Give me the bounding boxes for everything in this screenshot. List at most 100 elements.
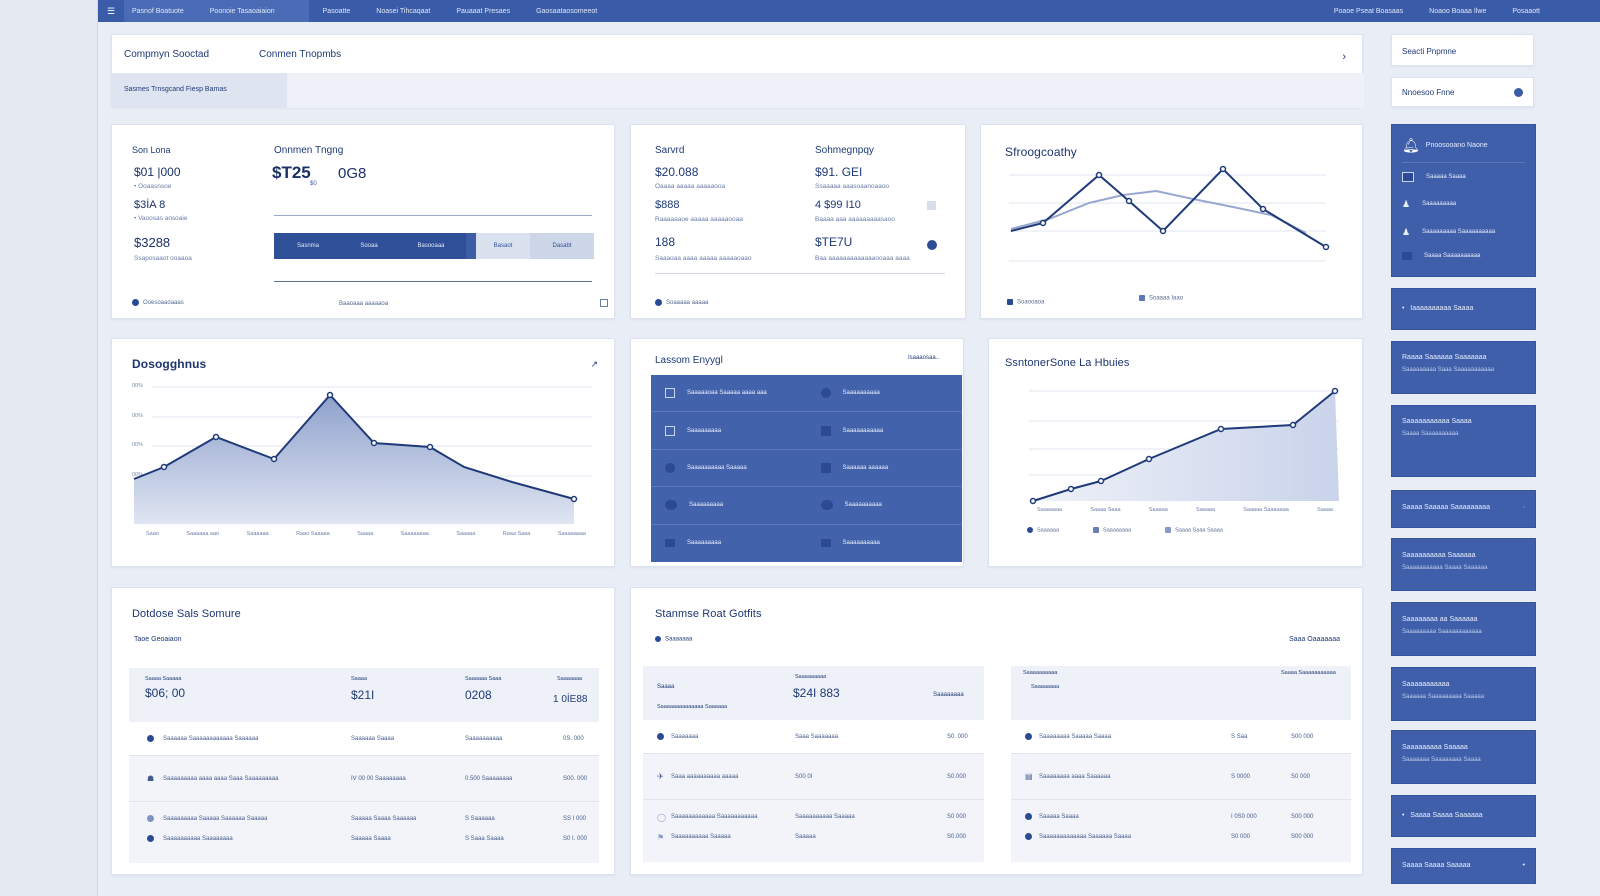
chart-title: Sfroogcoathy [1005,145,1077,159]
table-row[interactable]: Saaaaaaaa Saaaaa Saaaa S Saa S00 000 [1011,720,1351,754]
right-card[interactable]: Saaaaaaaaaa Saaaaaa Saaaaaaaaaaa Saaaa Sa… [1391,538,1536,591]
y-axis-tick: 00% [132,413,144,419]
kpi-big-value: 0G8 [338,165,367,182]
kpi-label: Sohmegnpqy [815,145,874,156]
status-dot [1025,833,1032,841]
tile-label: Saaaaaoaa Saaaaa aaaa aaa [687,390,767,397]
footer-text: Soaaaaa aaaaa [666,300,709,307]
kpi-value: $TE7U [815,235,853,249]
legend-swatch [1027,527,1033,533]
tile-label: Saaaaaa aaaaaa [842,464,889,471]
hero-item[interactable]: Saaaa Saaaaaaaaaa [1402,246,1525,266]
right-card[interactable]: • Saaaa Saaaa Saaaaaa [1391,795,1536,837]
expand-icon[interactable]: ↗ [590,359,598,369]
right-card-subtitle: Saaaa Saaaaaaaaaa [1402,431,1459,437]
nav-item[interactable]: Gaosaataosomeeot [536,7,598,15]
table-action[interactable]: Saaa Oaaaaaaa [1289,636,1340,643]
toggle-icon[interactable] [1514,88,1523,97]
right-card[interactable]: Raaaa Saaaaaa Saaaaaaa Saaaaaaaaa Saaa Sa… [1391,341,1536,394]
table-row[interactable]: ⚑ Saaaaaaaaaa Saaaaa Saaaaa S0.000 [643,828,984,846]
table-row[interactable]: ▤ Saaaaaaaa aaaa Saaaaaa S 0000 S0 000 [1011,754,1351,800]
y-axis-tick: 00% [132,442,144,448]
nav-item[interactable]: Noasei Tihcaqaat [376,7,431,15]
nav-item[interactable]: Noaoo Boaaa Ilwe [1429,7,1487,15]
right-card-subtitle: Saaaaaaaaa Saaa Saaaaaaaaaaa [1402,367,1495,373]
nav-item[interactable]: Posaaott [1512,7,1540,15]
table-card-sales: Dotdose Sals Somure Taoe Geoaiaon Saaaa … [111,587,615,875]
nav-item[interactable]: Poaoe Pseat Boasaas [1333,7,1404,15]
target-icon[interactable] [927,240,937,250]
chevron-right-icon[interactable]: › [1342,51,1346,63]
dot-icon: • [1402,305,1405,312]
table-row[interactable]: Saaaaaaaaa Saaaaa Saaaaaa Saaaaa Saaaaa … [129,810,599,828]
table-row[interactable]: Saaaaaaaaaaaaa Saaaaaa Saaaa S0 000 S00 … [1011,828,1351,846]
table-subtitle: Saaaaaaa [655,636,692,643]
tile-item[interactable]: Saaaaaaaaa [651,487,807,525]
column-subheader: Saaaaaaaaaaaaaa Saaaaaa [657,704,728,710]
nav-item[interactable]: Poonoie Tasaoaiaion [209,7,275,15]
tile-item[interactable]: Saaaaaaaaaa [807,525,963,562]
hero-item-label: Saaaaaaaaa Saaaaaaaaaa [1422,229,1496,235]
table-row[interactable]: Saaaaa Saaaa I 0S0 000 S00 000 [1011,808,1351,826]
tiles-link[interactable]: Isaaaosaa.. [907,355,939,361]
right-card-title: Saaaaaaaa aa Saaaaaa [1402,616,1478,623]
kpi-footer: Soaaaaa aaaaa [655,299,708,306]
right-hero-card[interactable]: 🔔︎ Pnoosooano Naone Saaaaa Saaaa ♟ Saaaaa… [1391,124,1536,277]
table-row[interactable]: ◯ Saaaaaaaaaaaa Saaaaaaaaaaa Saaaaaaaaaa… [643,808,984,826]
right-card-title: Iaaaaaaaaaa Saaaa [1410,305,1474,312]
table-row[interactable]: ✈ Saaa aaaaaaaaaa aaaaa S00 0I S0.000 [643,754,984,800]
tile-item[interactable]: Saaaaaaaaaaa [806,412,962,450]
segment-5[interactable]: Dasabt [530,233,594,259]
hero-item[interactable]: Saaaaa Saaaa [1402,162,1525,190]
cell: S00 000 [1291,733,1314,740]
right-card[interactable]: Saaaa Saaaa Saaaaa • [1391,848,1536,884]
segment-4[interactable]: Basaot [466,233,530,259]
nav-item[interactable]: Pasnof Boatuote [132,7,184,15]
tab-company[interactable]: Compmyn Sooctad [124,49,210,60]
nav-item[interactable]: Pauaaat Presaes [456,7,511,15]
column-header: Saaaa Saaaaa [145,676,182,682]
table-row[interactable]: Saaaaaaaaaa Saaaaaaaa Saaaaa Saaaa S Saa… [129,830,599,848]
table-subtitle: Taoe Geoaiaon [134,636,182,643]
table-title: Dotdose Sals Somure [132,608,241,620]
header-value: $06; 00 [145,686,186,700]
tile-item[interactable]: Saaaaaaaaa [651,412,807,450]
kpi-label: Onnmen Tngng [274,145,344,156]
table-row[interactable]: Saaaaaaa Saaa Saaaaaaa S0. 000 [643,720,984,754]
table-row[interactable]: ☗ Saaaaaaaaa aaaa aaaa Saaa Saaaaaaaaa I… [129,756,599,802]
subtab-active[interactable]: Sasmes Trnsgcand Fiesp Bamas [112,73,287,108]
right-card[interactable]: Saaaaaaaa aa Saaaaaa Saaaaaaaaa Saaaaaaaa… [1391,602,1536,656]
hero-item[interactable]: ♟ Saaaaaaaaa Saaaaaaaaaa [1402,218,1525,246]
nav-item[interactable]: Pasoatte [322,7,351,15]
hero-title: Pnoosooano Naone [1425,142,1488,149]
hamburger-menu-icon[interactable]: ☰ [106,5,116,16]
right-card[interactable]: Saaaaaaaaa Saaaaa Saaaaaaa Saaaaaaaa Saaa… [1391,730,1536,784]
tab-trends[interactable]: Conmen Tnopmbs [259,49,342,60]
hero-item[interactable]: ♟ Saaaaaaaaa [1402,190,1525,218]
right-card[interactable]: Saaaaaaaaaaa Saaaa Saaaa Saaaaaaaaaa [1391,405,1536,477]
right-card[interactable]: Saaaaaaaaaaa Saaaaaa Saaaaaaaaa Saaaaa [1391,667,1536,721]
segment-3[interactable]: Basooaaa [396,233,466,259]
kpi-caption: • Vaoosas ansoaie [134,215,188,222]
table-row[interactable]: Saaaaaa Saaaaaaaaaaaa Saaaaaa Saaaaaa Sa… [129,722,599,756]
tile-item[interactable]: Saaaaaaaaaa [806,487,962,525]
tile-item[interactable]: Saaaaaa aaaaaa [806,450,962,488]
search-box[interactable]: Seacti Pnpmne [1391,34,1534,66]
tile-item[interactable]: Saaaaaaaaaa Saaaaa [651,450,807,488]
right-card[interactable]: Saaaa Saaaaa Saaaaaaaaa · [1391,490,1536,528]
segment-2[interactable]: Sooaa [342,233,396,259]
bell-icon: 🔔︎ [1402,137,1420,153]
kpi-label: Sarvrd [655,145,685,156]
right-card-title: Raaaa Saaaaaa Saaaaaaa [1402,354,1487,361]
export-icon[interactable] [600,299,608,307]
legend: Soaooaoa [1007,299,1044,306]
kpi-footer: Baaoaaa aaaaaoa [339,301,389,307]
filter-select[interactable]: Nnoesoo Fnne [1391,77,1534,107]
divider [274,215,592,216]
cell: S Saaa Saaaa [465,836,504,842]
right-card[interactable]: • Iaaaaaaaaaa Saaaa [1391,288,1536,330]
tile-item[interactable]: Saaaaaaaaa [651,525,807,562]
tile-item[interactable]: Saaaaaaaaaa [806,375,962,413]
tile-item[interactable]: Saaaaaoaa Saaaaa aaaa aaa [651,375,807,413]
segment-1[interactable]: Sasnma [274,233,342,259]
